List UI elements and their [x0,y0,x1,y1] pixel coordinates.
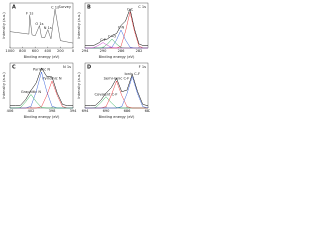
plot-frame [9,62,74,109]
component-label: C-C [127,8,134,12]
peak-annotation: N 1s [44,26,52,30]
component-label: C=O [108,35,117,39]
y-axis-label: Intensity (a.u.) [2,72,6,99]
x-tick-label: 600 [32,49,40,53]
x-tick-label: 286 [118,49,126,53]
panel-label: B [87,5,91,11]
x-axis-label: Binding energy (eV) [24,115,60,119]
spectrum-line [85,38,148,49]
panel-title: C 1s [138,5,146,9]
plot-frame [84,62,149,109]
y-axis-label: Intensity (a.u.) [2,12,6,39]
panel-label: C [12,65,16,71]
component-label: Ionic C-F [124,72,140,76]
x-axis-label: Binding energy (eV) [99,55,135,59]
x-tick-label: 686 [124,109,132,113]
x-tick-label: 282 [136,49,143,53]
x-tick-label: 294 [82,49,90,53]
plot-frame [9,2,74,49]
x-tick-label: 694 [82,109,90,113]
x-tick-label: 400 [44,49,52,53]
x-tick-label: 200 [57,49,65,53]
component-label: Graphitic N [21,90,42,94]
peak-annotation: C 1s [51,6,59,10]
spectrum-line [9,9,74,44]
y-axis-label: Intensity (a.u.) [77,72,81,99]
page: A Survey Binding energy (eV) Intensity (a.u… [2,2,150,119]
spectrum-line [85,73,149,106]
peak-annotation: F 1s [26,12,33,16]
peak-annotation: O 1s [35,22,43,26]
x-tick-label: 690 [103,109,111,113]
spectrum-line [10,80,73,109]
x-tick-label: 0 [72,49,75,53]
x-axis-label: Binding energy (eV) [99,115,135,119]
component-label: Pyridinic N [42,77,61,81]
spectrum-line [10,67,73,106]
spectrum-line [85,7,148,46]
panel-title: F 1s [139,65,146,69]
spectrum-line [10,94,73,109]
spectrum-line [85,75,149,109]
figure: A Survey Binding energy (eV) Intensity (a.u… [2,2,150,119]
x-tick-label: 1000 [5,49,15,53]
component-label: C-N [118,26,125,30]
panel-label: D [87,65,91,71]
panel-title: N 1s [63,65,71,69]
panel-title: Survey [58,5,71,9]
spectrum-line [85,96,148,109]
spectrum-line [85,42,148,49]
component-label: Semi-ionic C-F [104,77,130,81]
component-label: Covalent C-F [95,92,118,96]
x-tick-label: 402 [28,109,35,113]
component-label: Pyrrolic N [33,68,50,72]
x-tick-label: 290 [100,49,108,53]
x-tick-label: 398 [49,109,57,113]
panel-label: A [12,5,16,11]
y-axis-label: Intensity (a.u.) [77,12,81,39]
plot-frame [84,2,149,49]
x-tick-label: 406 [7,109,15,113]
x-tick-label: 800 [19,49,27,53]
x-tick-label: 682 [145,109,150,113]
x-axis-label: Binding energy (eV) [24,55,60,59]
x-tick-label: 394 [70,109,78,113]
component-label: C-F [100,38,106,42]
